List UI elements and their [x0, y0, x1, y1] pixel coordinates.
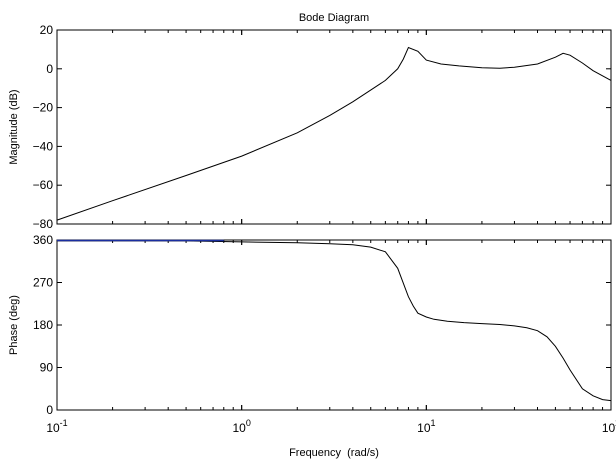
magnitude-series-line — [56, 46, 612, 221]
phase-ytick-label: 180 — [33, 318, 53, 332]
frequency-xtick-label: 102 — [602, 418, 616, 435]
magnitude-axis-label: Magnitude (dB) — [8, 89, 20, 164]
magnitude-ytick-label: 20 — [40, 23, 54, 37]
magnitude-ytick-label: −60 — [33, 178, 54, 192]
magnitude-axes-box — [56, 29, 612, 225]
frequency-axis-label: Frequency (rad/s) — [289, 447, 379, 459]
phase-ytick-label: 0 — [46, 403, 53, 417]
phase-ytick-label: 360 — [33, 233, 53, 247]
magnitude-ytick-label: −40 — [33, 139, 54, 153]
frequency-xtick-label: 101 — [417, 418, 435, 435]
frequency-xtick-label: 100 — [232, 418, 250, 435]
phase-axis-label: Phase (deg) — [8, 295, 20, 355]
magnitude-ytick-label: −20 — [33, 101, 54, 115]
magnitude-ytick-label: 0 — [46, 62, 53, 76]
phase-ytick-label: 90 — [40, 361, 54, 375]
phase-axes-box — [56, 239, 612, 411]
frequency-xtick-label: 10-1 — [46, 418, 67, 435]
chart-title: Bode Diagram — [299, 12, 369, 24]
phase-series-line — [57, 240, 612, 402]
magnitude-ytick-label: −80 — [33, 217, 54, 231]
phase-ytick-label: 270 — [33, 276, 53, 290]
